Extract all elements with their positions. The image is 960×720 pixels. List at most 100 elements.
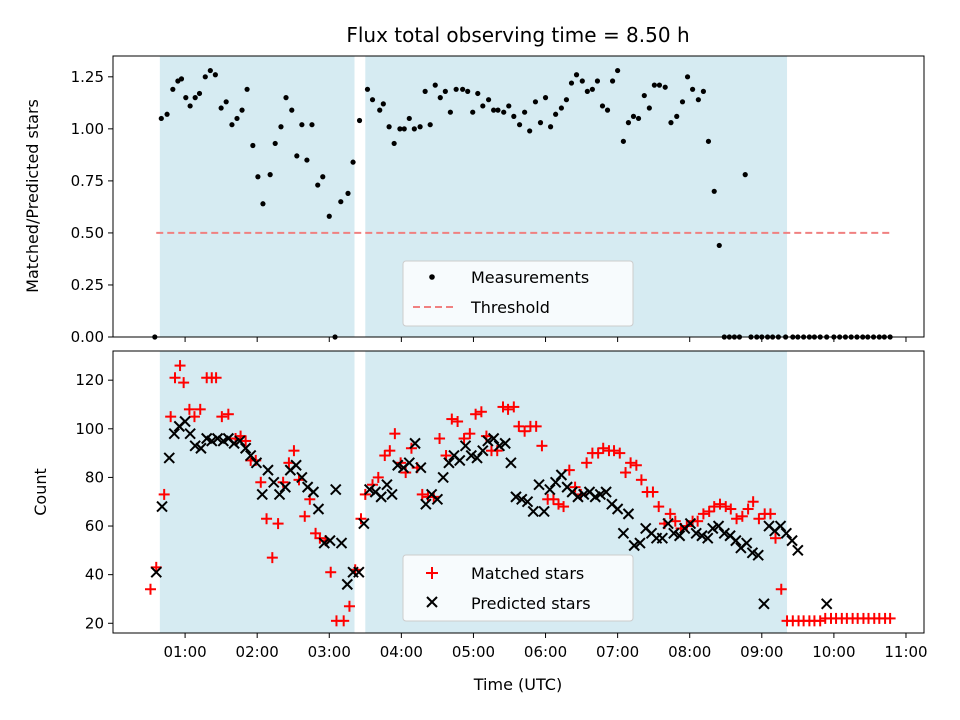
legend-predicted-label: Predicted stars — [471, 594, 591, 613]
predicted-star-marker — [510, 491, 522, 503]
predicted-star-marker — [555, 469, 568, 481]
x-tick-label: 07:00 — [596, 643, 639, 661]
legend-measurements-label: Measurements — [471, 268, 589, 287]
predicted-star-marker — [521, 496, 534, 508]
predicted-star-marker — [505, 457, 517, 469]
predicted-star-marker — [533, 478, 545, 491]
measurement-point — [320, 174, 326, 180]
matched-star-marker — [647, 486, 659, 498]
measurement-point — [542, 95, 549, 101]
measurement-point — [684, 74, 691, 80]
matched-star-marker — [299, 510, 311, 522]
matched-star-marker — [620, 467, 632, 479]
measurement-point — [406, 115, 412, 122]
counts-y-tick-label: 80 — [85, 468, 104, 486]
matched-star-marker — [625, 457, 637, 469]
matched-star-marker — [379, 450, 391, 462]
ratio-y-tick-label: 0.25 — [71, 276, 104, 294]
matched-star-marker — [372, 471, 384, 483]
predicted-star-marker — [684, 517, 697, 530]
matched-star-marker — [536, 440, 548, 452]
matched-star-marker — [553, 498, 565, 510]
ratio-legend-box — [402, 260, 634, 327]
measurement-point — [278, 124, 284, 130]
predicted-star-marker — [746, 547, 759, 559]
matched-star-marker — [389, 428, 401, 440]
measurement-point — [255, 174, 261, 180]
predicted-star-marker — [820, 598, 833, 610]
matched-star-marker — [664, 508, 676, 520]
ratio-y-tick-label: 1.00 — [71, 120, 104, 138]
predicted-star-marker — [386, 488, 398, 501]
ratio-y-tick-label: 0.75 — [71, 172, 104, 190]
predicted-star-marker — [244, 449, 257, 462]
matched-star-marker — [458, 433, 470, 445]
matched-star-marker — [747, 496, 759, 508]
matched-star-marker — [708, 501, 720, 513]
matched-star-marker — [165, 411, 177, 423]
predicted-star-marker — [184, 427, 196, 440]
predicted-star-marker — [712, 520, 725, 532]
measurement-point — [579, 78, 585, 84]
predicted-star-marker — [256, 488, 268, 501]
predicted-star-marker — [634, 537, 646, 549]
predicted-star-marker — [471, 452, 483, 464]
measurement-point — [364, 86, 371, 92]
ratio-panel: Flux total observing time = 8.50 h 0.000… — [23, 23, 925, 346]
measurement-point — [170, 86, 176, 92]
predicted-star-marker — [611, 503, 624, 515]
x-tick-label: 11:00 — [884, 643, 927, 661]
measurement-point — [485, 97, 492, 103]
measurement-point — [553, 111, 559, 117]
measurement-point — [711, 188, 717, 194]
predicted-star-marker — [443, 457, 455, 469]
measurement-point — [620, 138, 626, 144]
x-tick-label: 10:00 — [812, 643, 855, 661]
predicted-star-marker — [437, 471, 449, 484]
counts-y-tick-label: 120 — [75, 371, 104, 389]
measurement-point — [573, 72, 580, 78]
measurement-point — [563, 97, 570, 103]
x-tick-label: 03:00 — [308, 643, 351, 661]
predicted-star-marker — [392, 459, 404, 471]
matched-star-marker — [592, 447, 604, 459]
measurement-point — [506, 103, 512, 109]
measurement-point — [491, 107, 497, 113]
matched-star-marker — [731, 513, 743, 525]
measurement-point — [679, 99, 686, 105]
matched-star-marker — [158, 488, 170, 500]
predicted-star-marker — [358, 517, 370, 530]
predicted-star-marker — [353, 566, 365, 578]
matched-star-marker — [475, 406, 487, 418]
matched-star-marker — [174, 360, 186, 372]
legend-threshold-label: Threshold — [470, 298, 550, 317]
predicted-star-marker — [290, 459, 302, 471]
measurement-point — [662, 84, 668, 90]
measurements-points — [152, 67, 893, 340]
matched-star-marker — [240, 435, 252, 447]
predicted-star-marker — [273, 488, 286, 501]
measurement-point — [207, 67, 213, 74]
predicted-star-marker — [239, 442, 252, 454]
measurement-point — [229, 122, 235, 128]
measurement-point — [234, 115, 240, 122]
predicted-star-marker — [668, 527, 680, 540]
predicted-star-marker — [477, 444, 489, 457]
measurement-point — [700, 88, 707, 94]
measurement-point — [584, 88, 590, 94]
measurement-point — [411, 126, 417, 132]
predicted-star-marker — [381, 478, 393, 491]
predicted-star-marker — [628, 539, 640, 552]
measurement-point — [432, 82, 438, 88]
matched-star-marker — [753, 513, 765, 525]
measurement-point — [599, 103, 606, 109]
measurement-point — [244, 86, 250, 92]
counts-legend: Matched stars Predicted stars — [402, 554, 634, 622]
matched-star-marker — [384, 445, 396, 457]
predicted-star-marker — [341, 578, 353, 591]
measurement-point — [380, 101, 386, 107]
measurement-point — [460, 86, 466, 92]
matched-star-marker — [183, 403, 195, 415]
measurement-point — [250, 142, 256, 149]
